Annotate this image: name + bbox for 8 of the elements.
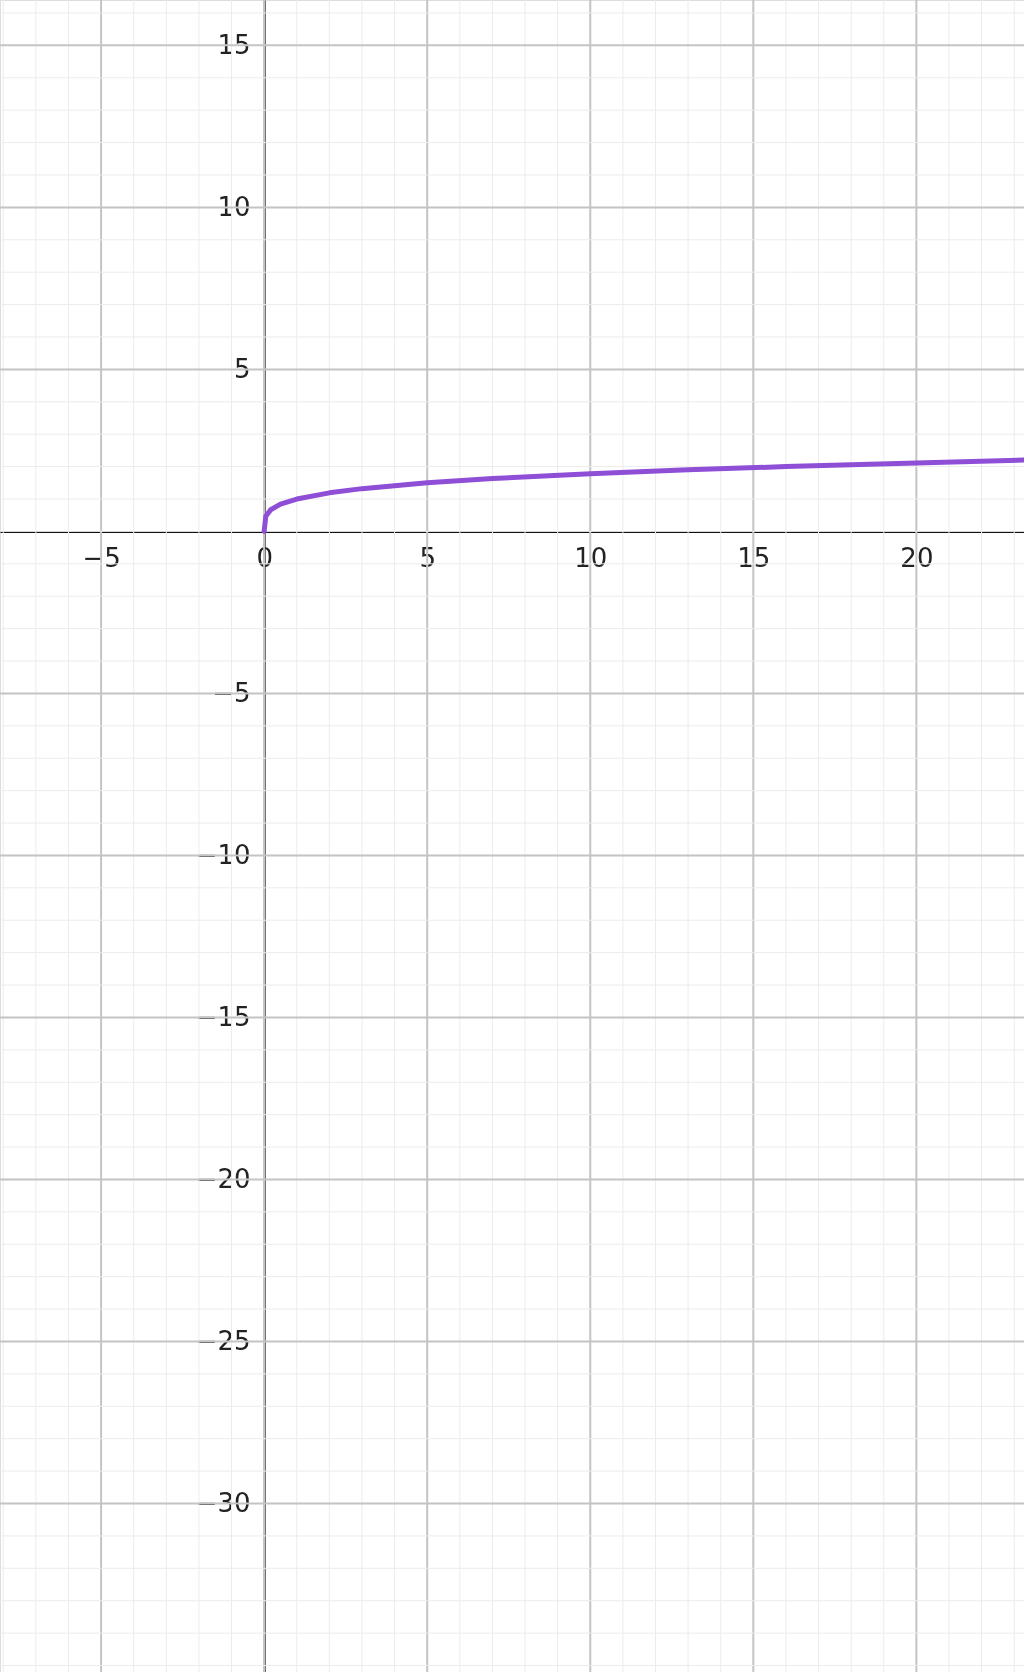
y-tick-label: 5 <box>234 353 251 384</box>
x-tick-label: 20 <box>900 542 934 573</box>
y-tick-label: 15 <box>217 29 251 60</box>
y-tick-label: 10 <box>217 191 251 222</box>
x-tick-label: 10 <box>574 542 608 573</box>
x-tick-label: 0 <box>256 542 273 573</box>
x-tick-label: −5 <box>82 542 121 573</box>
x-tick-label: 15 <box>737 542 771 573</box>
